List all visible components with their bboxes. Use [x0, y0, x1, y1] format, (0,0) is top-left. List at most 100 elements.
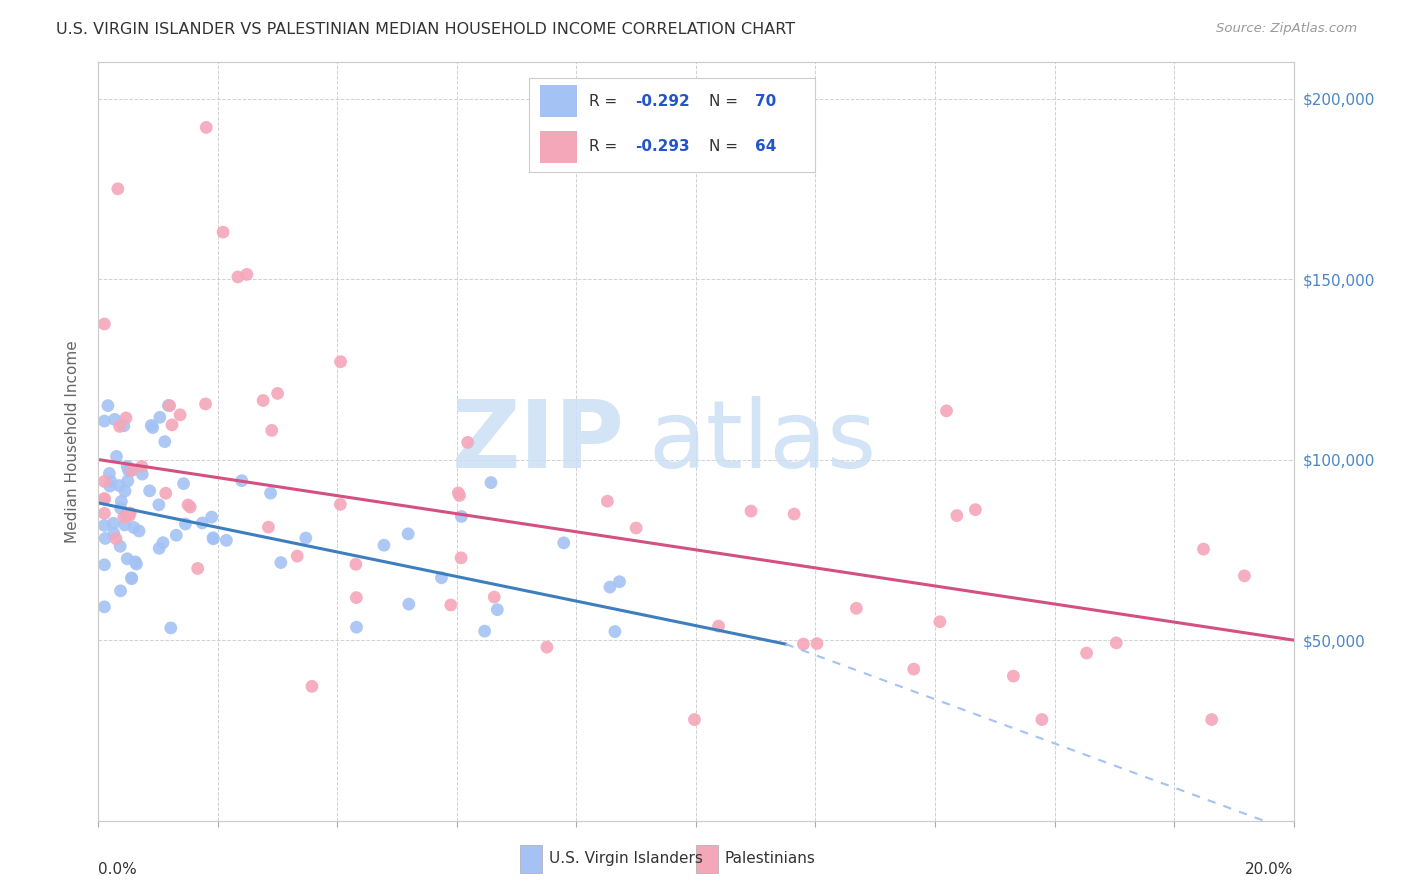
Point	[93, 507, 115, 521]
Bar	[696, 845, 717, 872]
Point	[346, 620, 368, 634]
Text: 0.0%: 0.0%	[98, 863, 138, 878]
Point	[159, 621, 181, 635]
Point	[108, 478, 131, 492]
Point	[169, 408, 191, 422]
Point	[1076, 646, 1098, 660]
Point	[100, 475, 122, 489]
Point	[1201, 713, 1223, 727]
Point	[98, 479, 121, 493]
Point	[609, 574, 631, 589]
Point	[373, 538, 395, 552]
Point	[148, 541, 170, 556]
Point	[707, 619, 730, 633]
Point	[142, 420, 165, 434]
Point	[398, 597, 420, 611]
Point	[215, 533, 238, 548]
Point	[783, 507, 806, 521]
Point	[97, 399, 120, 413]
Point	[195, 120, 218, 135]
Point	[93, 317, 115, 331]
Point	[93, 475, 115, 489]
Point	[160, 417, 183, 432]
Point	[479, 475, 502, 490]
Point	[179, 500, 201, 514]
Point	[202, 532, 225, 546]
Point	[93, 518, 115, 533]
Point	[329, 497, 352, 511]
Point	[131, 459, 153, 474]
Point	[596, 494, 619, 508]
Point	[117, 474, 139, 488]
Point	[252, 393, 274, 408]
Point	[231, 474, 253, 488]
Point	[740, 504, 762, 518]
Point	[104, 412, 127, 426]
Text: U.S. Virgin Islanders: U.S. Virgin Islanders	[550, 851, 703, 866]
Point	[93, 558, 115, 572]
Point	[946, 508, 969, 523]
Point	[486, 602, 509, 616]
Point	[115, 508, 138, 522]
Point	[121, 571, 143, 585]
Point	[935, 404, 957, 418]
Point	[103, 526, 125, 541]
Point	[603, 624, 626, 639]
Point	[155, 486, 177, 500]
Point	[285, 549, 308, 563]
Text: Palestinians: Palestinians	[725, 851, 815, 866]
Point	[125, 557, 148, 571]
Point	[965, 502, 987, 516]
Point	[105, 450, 128, 464]
Point	[259, 486, 281, 500]
Point	[1105, 636, 1128, 650]
Text: 20.0%: 20.0%	[1246, 863, 1294, 878]
Point	[301, 679, 323, 693]
Point	[159, 399, 181, 413]
Point	[110, 583, 132, 598]
Point	[212, 225, 235, 239]
Point	[141, 418, 163, 433]
Point	[536, 640, 558, 655]
Point	[117, 551, 139, 566]
Point	[131, 467, 153, 482]
Point	[295, 531, 318, 545]
Point	[202, 531, 225, 545]
Point	[110, 494, 132, 508]
Point	[173, 476, 195, 491]
Point	[1031, 713, 1053, 727]
Point	[928, 615, 950, 629]
Point	[93, 414, 115, 428]
Point	[624, 521, 647, 535]
Point	[440, 598, 463, 612]
Point	[124, 555, 146, 569]
Point	[903, 662, 925, 676]
Point	[270, 556, 292, 570]
Point	[153, 434, 176, 449]
Point	[344, 591, 367, 605]
Text: ZIP: ZIP	[451, 395, 624, 488]
Point	[683, 713, 706, 727]
Point	[93, 492, 115, 507]
Point	[108, 539, 131, 553]
Point	[806, 636, 828, 650]
Point	[157, 399, 180, 413]
Point	[103, 516, 125, 531]
Point	[148, 498, 170, 512]
Point	[152, 535, 174, 549]
Point	[457, 435, 479, 450]
Point	[266, 386, 288, 401]
Point	[118, 507, 141, 521]
Point	[484, 590, 506, 604]
Point	[187, 561, 209, 575]
Point	[194, 397, 217, 411]
Point	[450, 550, 472, 565]
Point	[149, 410, 172, 425]
Point	[344, 558, 367, 572]
Point	[1192, 542, 1215, 557]
Point	[107, 182, 129, 196]
Text: Source: ZipAtlas.com: Source: ZipAtlas.com	[1216, 22, 1357, 36]
Point	[93, 491, 115, 506]
Point	[177, 498, 200, 512]
Point	[94, 532, 117, 546]
